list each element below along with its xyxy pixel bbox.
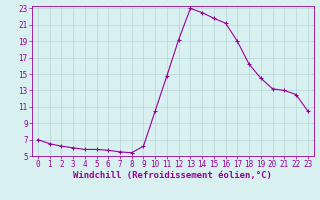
X-axis label: Windchill (Refroidissement éolien,°C): Windchill (Refroidissement éolien,°C) [73, 171, 272, 180]
